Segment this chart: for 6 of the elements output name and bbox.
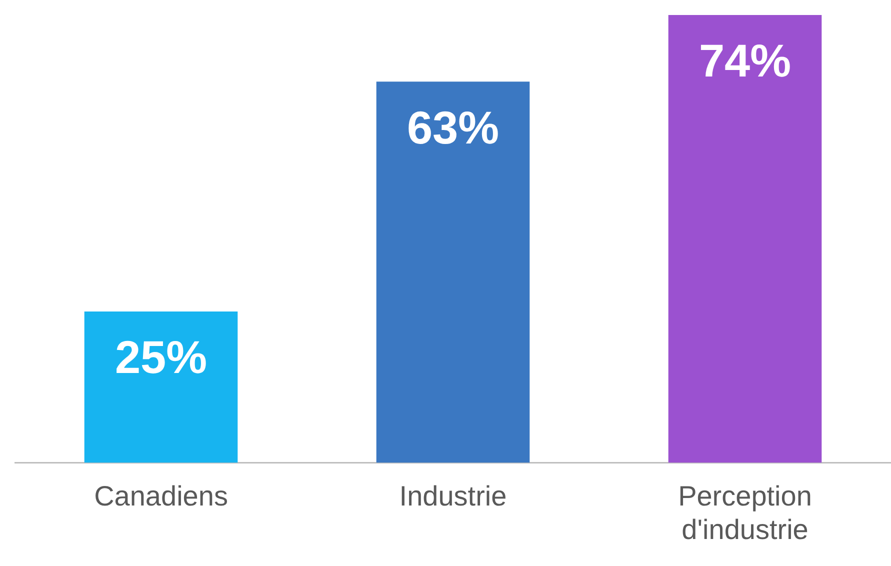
x-tick-label: Canadiens — [94, 480, 228, 512]
x-tick-label: Perception d'industrie — [678, 480, 812, 545]
x-tick-label: Industrie — [399, 480, 507, 512]
data-label: 63% — [406, 101, 500, 154]
data-label: 74% — [698, 34, 792, 87]
data-label: 25% — [114, 331, 208, 384]
